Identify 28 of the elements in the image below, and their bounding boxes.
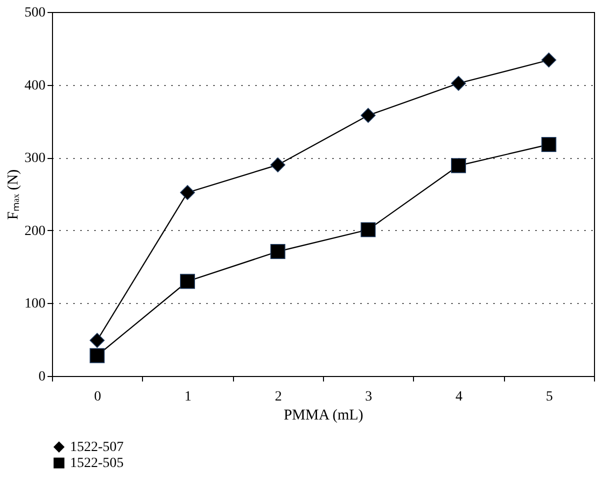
x-tick-label: 0 (94, 390, 102, 404)
x-tick-label: 3 (365, 390, 372, 404)
y-tick-label: 0 (38, 370, 46, 384)
point (90, 332, 105, 348)
point (180, 185, 195, 200)
point (360, 108, 376, 123)
point (541, 52, 556, 68)
x-tick-label: 4 (456, 390, 462, 404)
y-tick-label: 500 (24, 6, 46, 20)
point (451, 158, 466, 174)
point (270, 244, 286, 259)
legend-label: 1522-507 (70, 440, 124, 455)
y-tick-label: 100 (24, 296, 46, 312)
y-tick-label: 200 (24, 224, 46, 239)
point (360, 222, 376, 238)
point (541, 137, 556, 152)
y-axis-title: Fₘₐₓ (N) (6, 169, 22, 220)
point (180, 274, 195, 289)
x-tick-label: 5 (546, 390, 553, 404)
y-tick-label: 400 (24, 78, 46, 94)
legend-label: 1522-505 (70, 456, 124, 471)
x-axis-title: PMMA (mL) (284, 408, 364, 424)
point (270, 157, 286, 172)
x-tick-label: 2 (274, 390, 282, 404)
point (90, 348, 105, 364)
point (451, 76, 466, 91)
y-tick-label: 300 (24, 151, 46, 166)
x-tick-label: 1 (184, 390, 192, 404)
